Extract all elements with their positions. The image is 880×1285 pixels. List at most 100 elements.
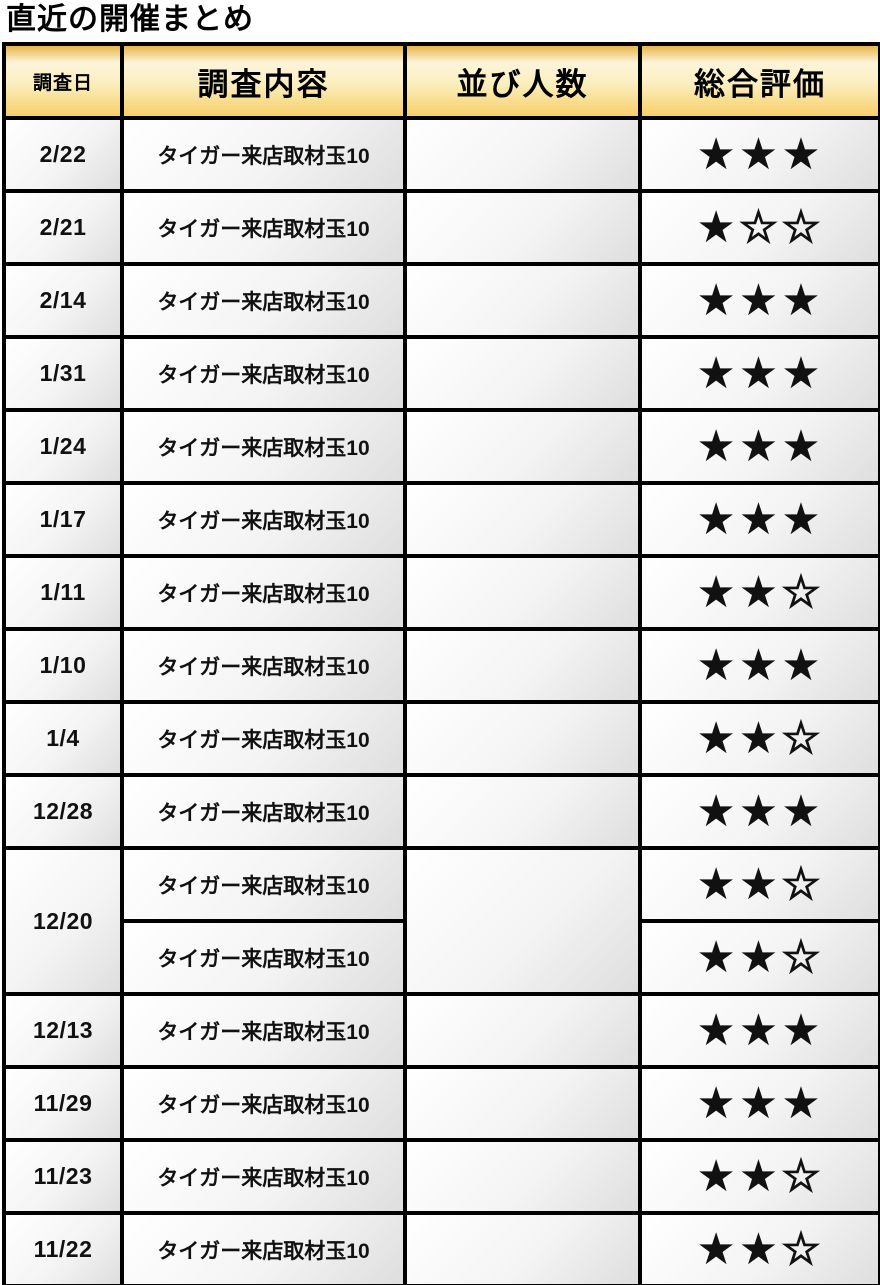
table-row: 2/14 タイガー来店取材玉10 ★★★ [2, 262, 880, 339]
queue-cell [403, 1065, 642, 1142]
star-filled-icon: ★ [696, 859, 739, 909]
table-row: 11/29 タイガー来店取材玉10 ★★★ [2, 1065, 880, 1142]
star-filled-icon: ★ [738, 494, 782, 544]
date-cell: 11/22 [2, 1211, 124, 1285]
content-cell: タイガー来店取材玉10 [120, 1138, 407, 1215]
table-row: 1/31 タイガー来店取材玉10 ★★★ [2, 335, 880, 412]
star-filled-icon: ★ [696, 202, 739, 252]
rating-cell: ★★★ [638, 408, 880, 485]
queue-cell [403, 992, 642, 1069]
star-filled-icon: ★ [781, 1078, 824, 1128]
star-filled-icon: ★ [696, 1151, 739, 1201]
star-empty-icon: ☆ [780, 567, 824, 617]
star-filled-icon: ★ [738, 640, 782, 690]
content-cell: タイガー来店取材玉10 [120, 919, 407, 996]
rating-cell: ★★☆ [638, 700, 880, 777]
content-cell: タイガー来店取材玉10 [120, 116, 407, 193]
table-row: 2/21 タイガー来店取材玉10 ★☆☆ [2, 189, 880, 266]
star-filled-icon: ★ [781, 786, 824, 836]
star-empty-icon: ☆ [780, 932, 824, 982]
rating-cell: ★★☆ [638, 919, 880, 996]
star-filled-icon: ★ [781, 421, 824, 471]
star-filled-icon: ★ [738, 1005, 782, 1055]
star-filled-icon: ★ [738, 275, 782, 325]
star-filled-icon: ★ [696, 640, 739, 690]
content-cell: タイガー来店取材玉10 [120, 1065, 407, 1142]
content-cell: タイガー来店取材玉10 [120, 700, 407, 777]
table-row: 2/22 タイガー来店取材玉10 ★★★ [2, 116, 880, 193]
star-filled-icon: ★ [738, 421, 782, 471]
content-cell: タイガー来店取材玉10 [120, 1211, 407, 1285]
date-cell: 1/11 [2, 554, 124, 631]
content-cell: タイガー来店取材玉10 [120, 773, 407, 850]
star-filled-icon: ★ [696, 129, 739, 179]
event-summary-table: 調査日 調査内容 並び人数 総合評価 2/22 タイガー来店取材玉10 ★★★ 2/2… [2, 42, 880, 1285]
queue-cell [403, 627, 642, 704]
rating-cell: ★☆☆ [638, 189, 880, 266]
queue-cell [403, 1138, 642, 1215]
content-cell: タイガー来店取材玉10 [120, 335, 407, 412]
star-filled-icon: ★ [738, 1151, 782, 1201]
header-queue-count: 並び人数 [403, 42, 642, 120]
star-filled-icon: ★ [696, 713, 739, 763]
rating-cell: ★★☆ [638, 554, 880, 631]
queue-cell [403, 335, 642, 412]
queue-cell [403, 262, 642, 339]
queue-cell [403, 846, 642, 996]
star-empty-icon: ☆ [738, 202, 782, 252]
date-cell: 1/17 [2, 481, 124, 558]
star-filled-icon: ★ [738, 567, 782, 617]
star-filled-icon: ★ [696, 1005, 739, 1055]
queue-cell [403, 1211, 642, 1285]
header-overall-rating: 総合評価 [638, 42, 880, 120]
star-filled-icon: ★ [738, 348, 782, 398]
date-cell: 12/28 [2, 773, 124, 850]
table-row: 1/11 タイガー来店取材玉10 ★★☆ [2, 554, 880, 631]
content-cell: タイガー来店取材玉10 [120, 481, 407, 558]
queue-cell [403, 116, 642, 193]
content-cell: タイガー来店取材玉10 [120, 408, 407, 485]
date-cell: 1/4 [2, 700, 124, 777]
queue-cell [403, 408, 642, 485]
content-cell: タイガー来店取材玉10 [120, 627, 407, 704]
star-filled-icon: ★ [781, 348, 824, 398]
content-cell: タイガー来店取材玉10 [120, 846, 407, 923]
star-filled-icon: ★ [696, 567, 739, 617]
star-filled-icon: ★ [781, 494, 824, 544]
table-row: 11/22 タイガー来店取材玉10 ★★☆ [2, 1211, 880, 1285]
date-cell: 11/23 [2, 1138, 124, 1215]
star-empty-icon: ☆ [780, 859, 824, 909]
table-row: 12/28 タイガー来店取材玉10 ★★★ [2, 773, 880, 850]
header-survey-content: 調査内容 [120, 42, 407, 120]
table-row: 12/13 タイガー来店取材玉10 ★★★ [2, 992, 880, 1069]
table-row: 1/10 タイガー来店取材玉10 ★★★ [2, 627, 880, 704]
date-cell: 12/13 [2, 992, 124, 1069]
star-filled-icon: ★ [738, 786, 782, 836]
star-filled-icon: ★ [738, 1224, 782, 1274]
rating-cell: ★★★ [638, 262, 880, 339]
star-filled-icon: ★ [696, 494, 739, 544]
star-filled-icon: ★ [781, 275, 824, 325]
queue-cell [403, 481, 642, 558]
rating-cell: ★★★ [638, 116, 880, 193]
rating-cell: ★★★ [638, 773, 880, 850]
rating-cell: ★★★ [638, 627, 880, 704]
table-row: 1/17 タイガー来店取材玉10 ★★★ [2, 481, 880, 558]
content-cell: タイガー来店取材玉10 [120, 189, 407, 266]
content-cell: タイガー来店取材玉10 [120, 262, 407, 339]
date-cell: 2/21 [2, 189, 124, 266]
star-empty-icon: ☆ [780, 713, 824, 763]
rating-cell: ★★★ [638, 481, 880, 558]
date-cell: 1/24 [2, 408, 124, 485]
star-filled-icon: ★ [696, 348, 739, 398]
rating-cell: ★★★ [638, 992, 880, 1069]
table-row: 11/23 タイガー来店取材玉10 ★★☆ [2, 1138, 880, 1215]
star-empty-icon: ☆ [780, 1224, 824, 1274]
table-row: 12/20 タイガー来店取材玉10 ★★☆ [2, 846, 880, 996]
content-cell: タイガー来店取材玉10 [120, 554, 407, 631]
star-filled-icon: ★ [696, 932, 739, 982]
content-cell: タイガー来店取材玉10 [120, 992, 407, 1069]
star-filled-icon: ★ [738, 129, 782, 179]
date-cell: 1/31 [2, 335, 124, 412]
